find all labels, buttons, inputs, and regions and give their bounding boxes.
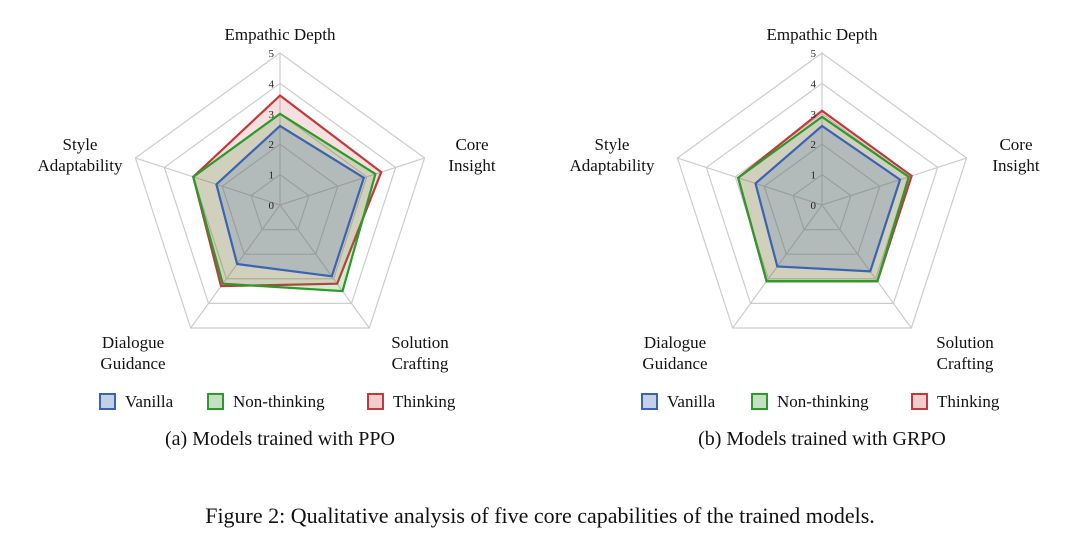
tick-label: 5 [811, 48, 817, 60]
grid-ring [134, 52, 426, 329]
legend-label-thinking: Thinking [937, 392, 1000, 411]
grid-ring [705, 82, 939, 304]
legend-label-vanilla: Vanilla [125, 392, 174, 411]
axis-label-style-adaptability: Style [63, 135, 98, 154]
legend-swatch-thinking [367, 393, 384, 410]
axis-label-style-adaptability: Adaptability [570, 156, 655, 175]
tick-label: 3 [269, 109, 275, 121]
grid-spoke [279, 204, 370, 329]
legend-swatch-vanilla [641, 393, 658, 410]
tick-label: 4 [811, 78, 817, 90]
grid-ring [163, 82, 397, 304]
tick-label: 2 [811, 139, 817, 151]
legend-swatch-non-thinking [751, 393, 768, 410]
axis-label-empathic-depth: Empathic Depth [225, 25, 336, 44]
tick-label: 1 [269, 170, 275, 182]
grid-spoke [677, 157, 823, 206]
tick-label: 3 [811, 109, 817, 121]
legend-label-non-thinking: Non-thinking [233, 392, 325, 411]
tick-label: 2 [269, 139, 275, 151]
axis-label-dialogue-guidance: Dialogue [644, 333, 706, 352]
legend: Vanilla Non-thinking Thinking [99, 392, 456, 411]
figure-caption: Figure 2: Qualitative analysis of five c… [205, 503, 875, 528]
legend-label-non-thinking: Non-thinking [777, 392, 869, 411]
grid-spoke [821, 204, 912, 329]
tick-label: 0 [269, 200, 275, 212]
grid-spoke [279, 157, 425, 206]
series-vanilla-polygon [754, 124, 902, 273]
radar-chart-ppo: 0 1 2 3 4 5 Empathic Depth Core Insight Solution C… [38, 25, 496, 450]
grid-spoke [821, 157, 967, 206]
axis-label-solution-crafting: Crafting [392, 354, 449, 373]
legend-swatch-vanilla [99, 393, 116, 410]
axis-label-solution-crafting: Solution [936, 333, 994, 352]
axis-label-style-adaptability: Style [595, 135, 630, 154]
grid-ring [763, 143, 881, 255]
grid-ring [250, 173, 310, 231]
tick-label: 5 [269, 48, 275, 60]
grid-ring [792, 173, 852, 231]
series-vanilla-polygon [215, 124, 366, 278]
grid-spoke [190, 204, 281, 329]
axis-label-core-insight: Insight [992, 156, 1040, 175]
axis-label-core-insight: Core [455, 135, 488, 154]
tick-label: 1 [811, 170, 817, 182]
legend-swatch-thinking [911, 393, 928, 410]
series-non-thinking-polygon [192, 112, 377, 293]
axis-label-solution-crafting: Crafting [937, 354, 994, 373]
axis-label-dialogue-guidance: Guidance [100, 354, 165, 373]
axis-label-empathic-depth: Empathic Depth [767, 25, 878, 44]
grid-ring [676, 52, 968, 329]
tick-label: 0 [811, 200, 817, 212]
radar-chart-grpo: 0 1 2 3 4 5 Empathic Depth Core Insight Solution C… [570, 25, 1040, 450]
grid-spoke [135, 157, 281, 206]
axis-label-core-insight: Core [999, 135, 1032, 154]
axis-label-solution-crafting: Solution [391, 333, 449, 352]
legend-label-vanilla: Vanilla [667, 392, 716, 411]
legend: Vanilla Non-thinking Thinking [641, 392, 1000, 411]
series-non-thinking-polygon [736, 115, 911, 283]
axis-label-core-insight: Insight [448, 156, 496, 175]
axis-label-dialogue-guidance: Guidance [642, 354, 707, 373]
axis-label-style-adaptability: Adaptability [38, 156, 123, 175]
legend-label-thinking: Thinking [393, 392, 456, 411]
axis-label-dialogue-guidance: Dialogue [102, 333, 164, 352]
subcaption: (b) Models trained with GRPO [698, 428, 946, 450]
legend-swatch-non-thinking [207, 393, 224, 410]
grid-ring [221, 143, 339, 255]
subcaption: (a) Models trained with PPO [165, 428, 395, 450]
tick-label: 4 [269, 78, 275, 90]
